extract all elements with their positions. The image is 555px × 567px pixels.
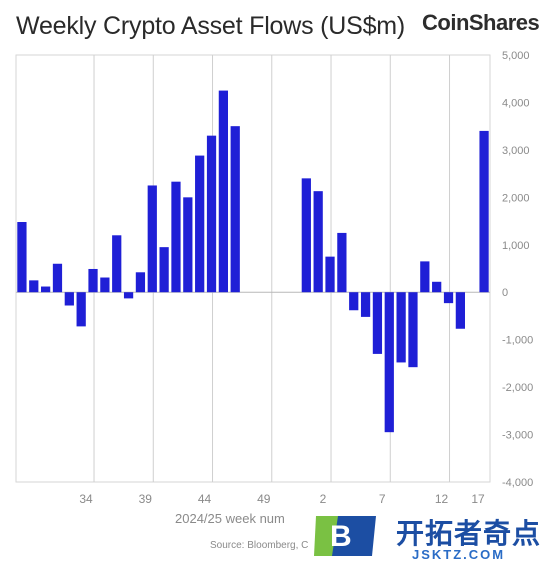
bar (396, 292, 406, 363)
bar (41, 286, 51, 293)
chart-title: Weekly Crypto Asset Flows (US$m) (16, 12, 406, 40)
bar (52, 263, 63, 293)
x-tick-label: 2 (320, 492, 327, 506)
bar (123, 292, 134, 299)
y-tick-label: 3,000 (502, 145, 530, 157)
source-note: Source: Bloomberg, C (210, 540, 309, 551)
y-tick-label: 0 (502, 287, 508, 299)
bar (112, 235, 122, 293)
bar (206, 135, 217, 293)
y-tick-label: 1,000 (502, 240, 530, 252)
x-tick-label: 17 (471, 492, 485, 506)
bar (17, 222, 27, 293)
bar (455, 292, 465, 329)
x-tick-label: 49 (257, 492, 271, 506)
bar (301, 178, 311, 293)
bar (100, 277, 110, 293)
x-tick-label: 44 (198, 492, 212, 506)
bar (230, 126, 240, 293)
bar (64, 292, 74, 306)
y-tick-label: -4,000 (502, 477, 533, 489)
bar (479, 130, 489, 293)
x-tick-label: 7 (379, 492, 386, 506)
watermark-text: 开拓者奇点 (396, 517, 542, 550)
bar (29, 280, 39, 293)
bar (337, 232, 347, 293)
y-tick-label: -1,000 (502, 335, 533, 347)
y-tick-label: -3,000 (502, 430, 533, 442)
watermark-logo-icon: B (314, 516, 376, 556)
bar (420, 261, 430, 293)
bar (159, 247, 169, 293)
y-tick-label: -2,000 (502, 382, 533, 394)
bar (313, 191, 323, 293)
bar (432, 281, 442, 293)
y-tick-label: 2,000 (502, 192, 530, 204)
y-tick-label: 4,000 (502, 97, 530, 109)
bar (195, 155, 205, 293)
x-axis-title: 2024/25 week num (175, 511, 285, 526)
svg-text:B: B (330, 520, 352, 553)
bar (218, 90, 228, 293)
bar (135, 272, 146, 293)
bar (171, 181, 181, 293)
plot-frame (15, 54, 491, 483)
bar (372, 292, 383, 354)
bar (183, 197, 193, 293)
bar (88, 268, 98, 293)
bar (147, 185, 157, 293)
x-tick-label: 34 (79, 492, 93, 506)
y-tick-label: 5,000 (502, 50, 530, 62)
bar (325, 256, 335, 293)
bar (384, 292, 394, 433)
bar (349, 292, 359, 311)
brand-logo: CoinShares (422, 10, 540, 35)
x-tick-label: 39 (139, 492, 153, 506)
x-tick-label: 12 (435, 492, 449, 506)
bar (76, 292, 86, 327)
bar (360, 292, 371, 317)
watermark-url: JSKTZ.COM (412, 547, 506, 562)
bar (408, 292, 418, 368)
bar (443, 292, 454, 304)
